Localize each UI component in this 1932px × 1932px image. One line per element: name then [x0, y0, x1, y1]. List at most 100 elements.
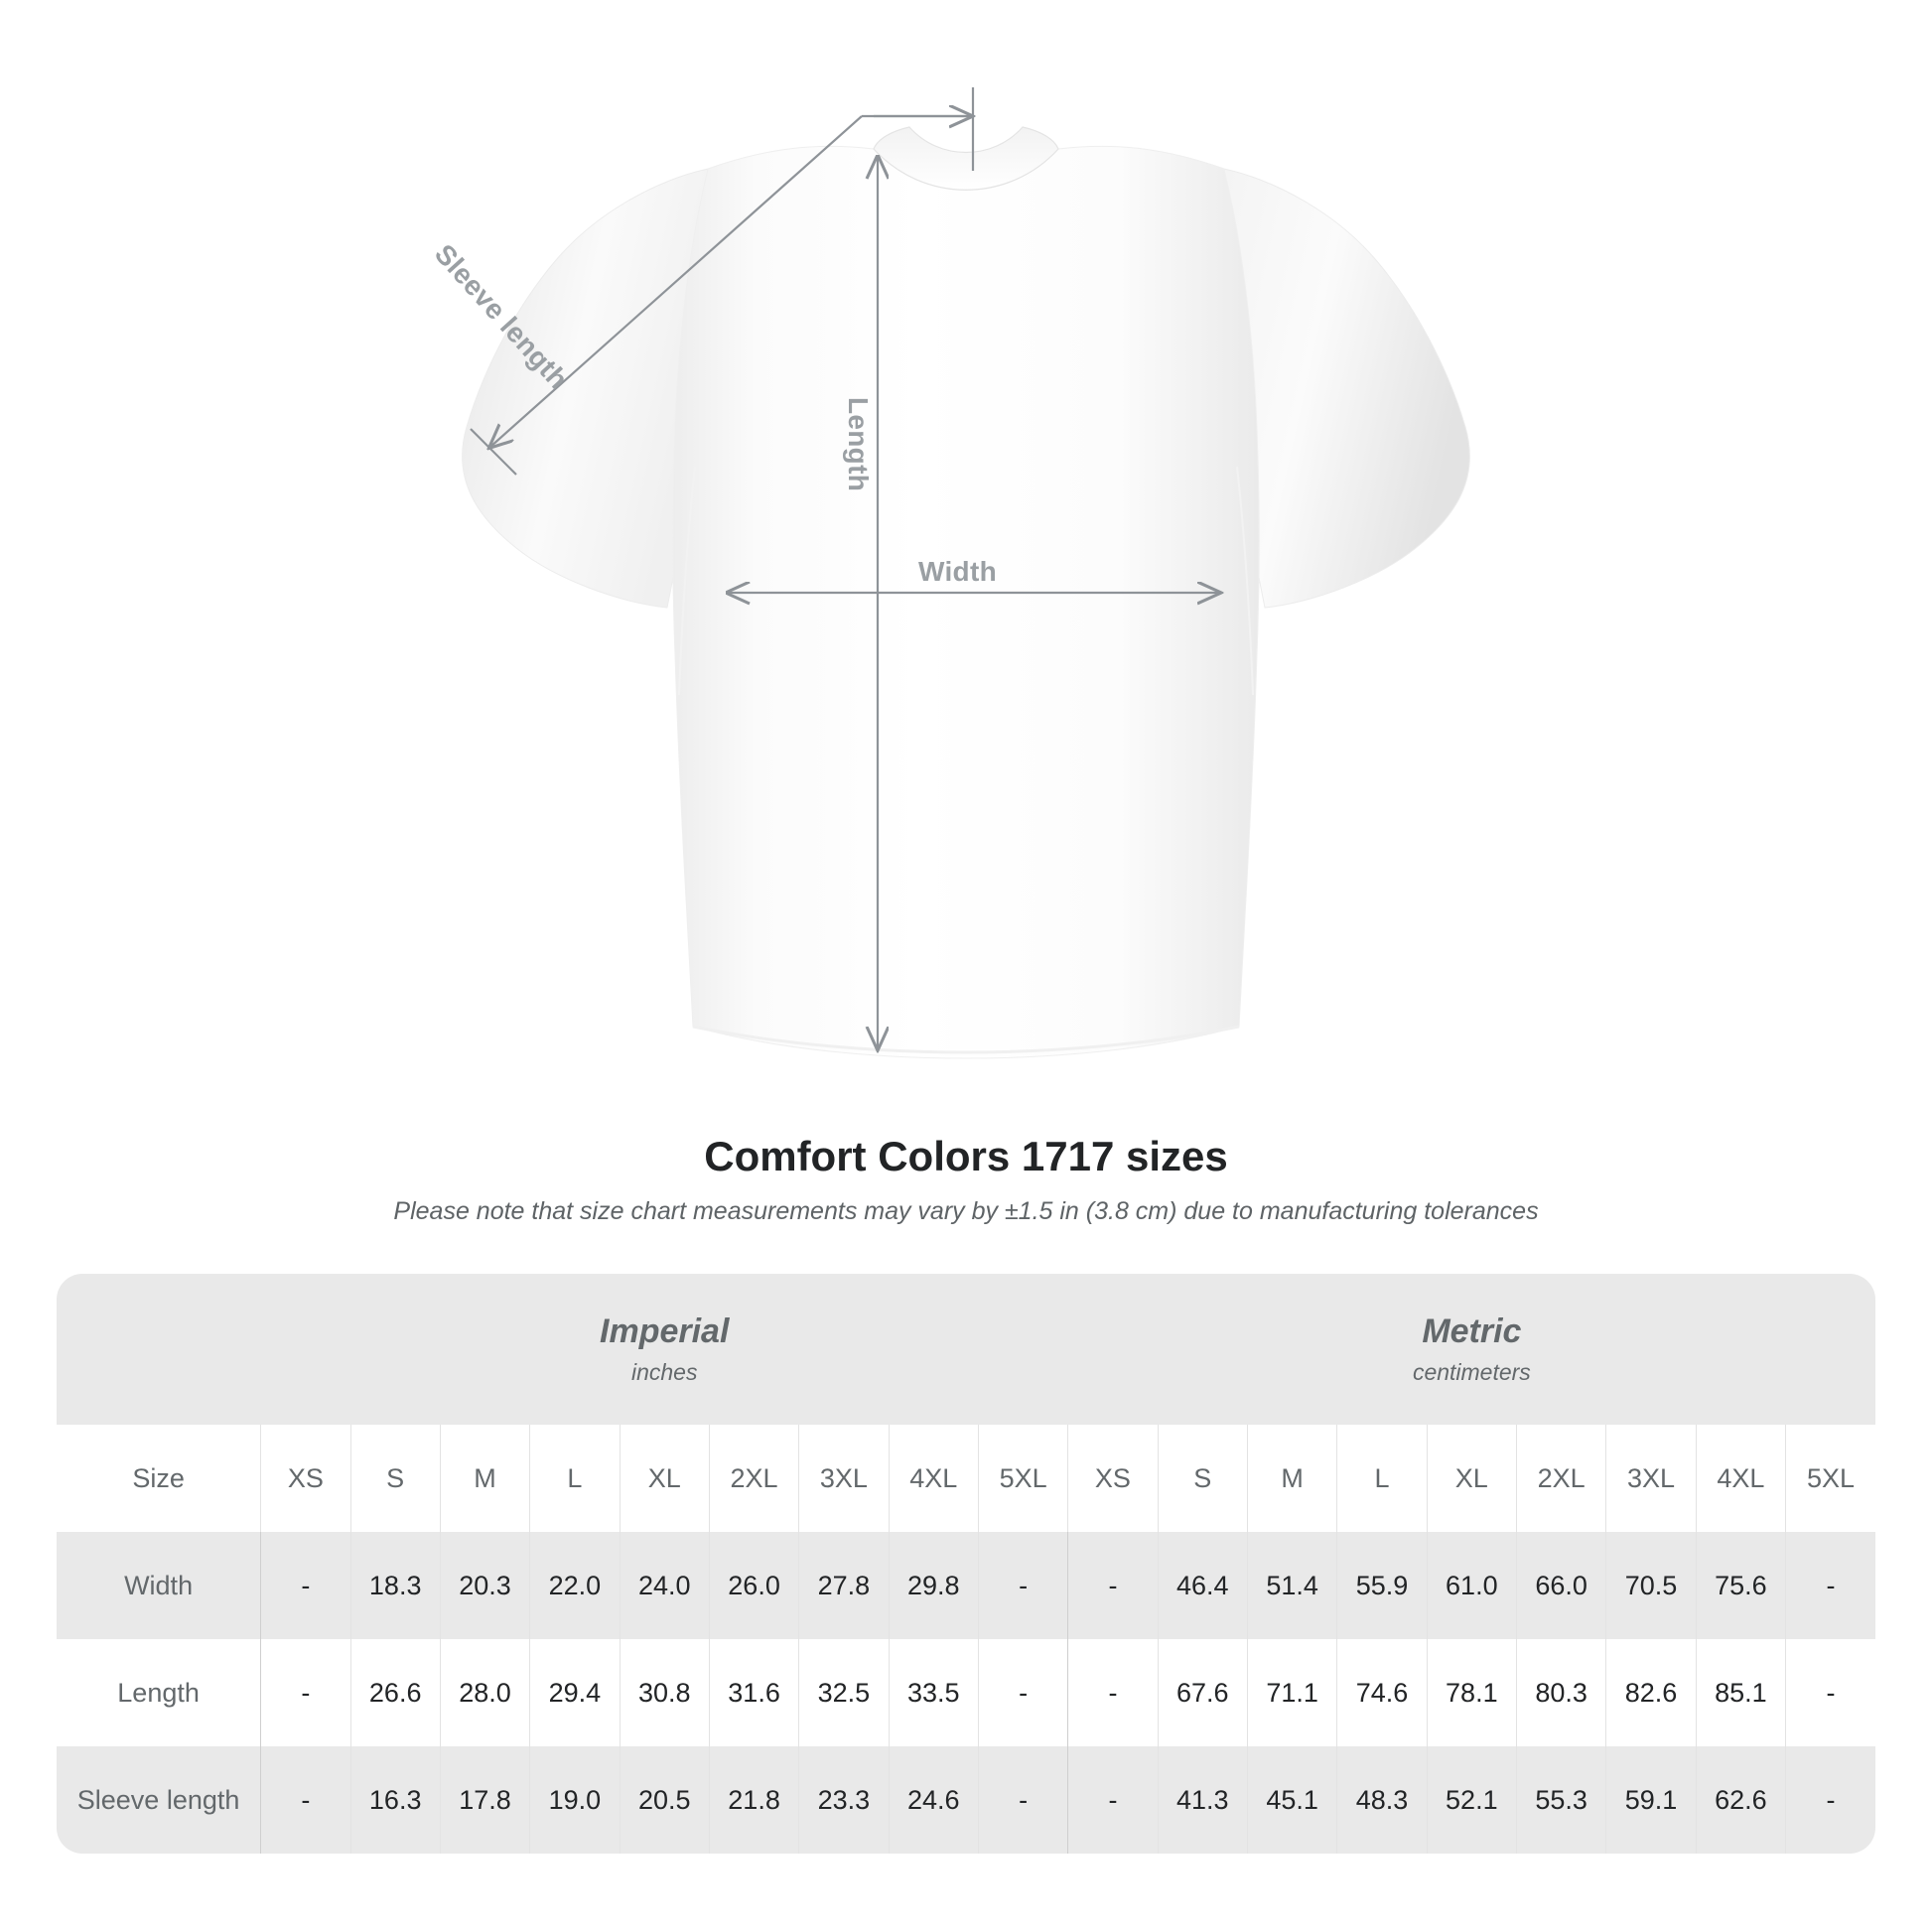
- size-table: Imperial inches Metric centimeters Size …: [57, 1274, 1875, 1854]
- cell-width-metric-xl: 61.0: [1426, 1532, 1517, 1639]
- size-header-row: Size XS S M L XL 2XL 3XL 4XL 5XL XS S M …: [57, 1425, 1875, 1532]
- cell-width-imperial-3xl: 27.8: [798, 1532, 890, 1639]
- cell-sleeve-imperial-m: 17.8: [439, 1746, 530, 1854]
- size-header-metric-4xl: 4XL: [1695, 1425, 1786, 1532]
- cell-width-metric-4xl: 75.6: [1695, 1532, 1786, 1639]
- unit-group-imperial: Imperial inches: [261, 1274, 1068, 1425]
- cell-width-metric-l: 55.9: [1336, 1532, 1428, 1639]
- tshirt-svg: [462, 87, 1470, 1059]
- right-sleeve: [1223, 168, 1470, 609]
- cell-sleeve-imperial-xs: -: [260, 1746, 351, 1854]
- length-label: Length: [843, 397, 874, 492]
- cell-width-imperial-xs: -: [260, 1532, 351, 1639]
- cell-width-imperial-xl: 24.0: [619, 1532, 710, 1639]
- unit-group-row: Imperial inches Metric centimeters: [57, 1274, 1875, 1425]
- size-header-metric-2xl: 2XL: [1515, 1425, 1606, 1532]
- size-header-imperial-5xl: 5XL: [977, 1425, 1068, 1532]
- cell-width-metric-xs: -: [1067, 1532, 1159, 1639]
- cell-length-metric-3xl: 82.6: [1605, 1639, 1697, 1746]
- size-header-imperial-m: M: [439, 1425, 530, 1532]
- page-subtitle: Please note that size chart measurements…: [393, 1197, 1539, 1226]
- cell-length-imperial-4xl: 33.5: [888, 1639, 979, 1746]
- row-label-length: Length: [117, 1677, 200, 1708]
- cell-width-imperial-s: 18.3: [349, 1532, 441, 1639]
- cell-length-imperial-3xl: 32.5: [798, 1639, 890, 1746]
- cell-length-imperial-xl: 30.8: [619, 1639, 710, 1746]
- shirt-body: [672, 145, 1260, 1059]
- cell-sleeve-metric-l: 48.3: [1336, 1746, 1428, 1854]
- cell-length-imperial-l: 29.4: [529, 1639, 621, 1746]
- size-header-metric-m: M: [1246, 1425, 1337, 1532]
- unit-group-metric-sub: centimeters: [1412, 1359, 1531, 1386]
- cell-sleeve-metric-m: 45.1: [1246, 1746, 1337, 1854]
- cell-width-metric-5xl: -: [1785, 1532, 1875, 1639]
- size-header-metric-xl: XL: [1426, 1425, 1517, 1532]
- cell-width-imperial-m: 20.3: [439, 1532, 530, 1639]
- size-header-imperial-xl: XL: [619, 1425, 710, 1532]
- cell-sleeve-imperial-5xl: -: [977, 1746, 1068, 1854]
- cell-width-metric-3xl: 70.5: [1605, 1532, 1697, 1639]
- cell-sleeve-metric-s: 41.3: [1157, 1746, 1248, 1854]
- size-header-metric-l: L: [1336, 1425, 1428, 1532]
- cell-length-imperial-s: 26.6: [349, 1639, 441, 1746]
- size-header-imperial-3xl: 3XL: [798, 1425, 890, 1532]
- cell-length-metric-l: 74.6: [1336, 1639, 1428, 1746]
- collar: [873, 126, 1059, 191]
- cell-length-metric-xl: 78.1: [1426, 1639, 1517, 1746]
- cell-sleeve-metric-xs: -: [1067, 1746, 1159, 1854]
- sleeve-cuff-tick: [470, 428, 517, 476]
- cell-length-metric-2xl: 80.3: [1515, 1639, 1606, 1746]
- row-label-sleeve-length: Sleeve length: [76, 1784, 240, 1815]
- sleeve-leader-diagonal: [490, 115, 863, 447]
- size-header-metric-s: S: [1157, 1425, 1248, 1532]
- cell-length-imperial-m: 28.0: [439, 1639, 530, 1746]
- size-header-imperial-l: L: [529, 1425, 621, 1532]
- cell-sleeve-imperial-s: 16.3: [349, 1746, 441, 1854]
- cell-length-imperial-5xl: -: [977, 1639, 1068, 1746]
- cell-length-metric-5xl: -: [1785, 1639, 1875, 1746]
- size-header-metric-xs: XS: [1067, 1425, 1159, 1532]
- cell-length-metric-s: 67.6: [1157, 1639, 1248, 1746]
- cell-sleeve-metric-4xl: 62.6: [1695, 1746, 1786, 1854]
- cell-width-imperial-4xl: 29.8: [888, 1532, 979, 1639]
- cell-length-imperial-2xl: 31.6: [708, 1639, 799, 1746]
- unit-group-imperial-name: Imperial: [600, 1311, 730, 1350]
- size-header-imperial-2xl: 2XL: [708, 1425, 799, 1532]
- table-row: Sleeve length - 16.3 17.8 19.0 20.5 21.8…: [57, 1746, 1875, 1854]
- size-header-imperial-s: S: [349, 1425, 441, 1532]
- cell-sleeve-metric-xl: 52.1: [1426, 1746, 1517, 1854]
- size-header-metric-3xl: 3XL: [1605, 1425, 1697, 1532]
- heading-block: Comfort Colors 1717 sizes Please note th…: [0, 1132, 1932, 1226]
- dimension-lines: [470, 87, 1219, 1048]
- row-label-width: Width: [124, 1570, 194, 1600]
- cell-sleeve-metric-5xl: -: [1785, 1746, 1875, 1854]
- cell-width-imperial-5xl: -: [977, 1532, 1068, 1639]
- cell-width-metric-2xl: 66.0: [1515, 1532, 1606, 1639]
- cell-width-imperial-l: 22.0: [529, 1532, 621, 1639]
- cell-length-metric-4xl: 85.1: [1695, 1639, 1786, 1746]
- cell-sleeve-imperial-2xl: 21.8: [708, 1746, 799, 1854]
- width-label: Width: [918, 556, 997, 587]
- cell-length-imperial-xs: -: [260, 1639, 351, 1746]
- size-header-metric-5xl: 5XL: [1785, 1425, 1875, 1532]
- size-header-imperial-xs: XS: [260, 1425, 351, 1532]
- unit-group-imperial-sub: inches: [630, 1359, 698, 1386]
- unit-spacer: [57, 1274, 261, 1425]
- size-table-container: Imperial inches Metric centimeters Size …: [57, 1274, 1875, 1854]
- cell-sleeve-imperial-xl: 20.5: [619, 1746, 710, 1854]
- cell-width-metric-m: 51.4: [1246, 1532, 1337, 1639]
- unit-group-metric: Metric centimeters: [1068, 1274, 1875, 1425]
- table-row: Width - 18.3 20.3 22.0 24.0 26.0 27.8 29…: [57, 1532, 1875, 1639]
- cell-length-metric-xs: -: [1067, 1639, 1159, 1746]
- cell-width-metric-s: 46.4: [1157, 1532, 1248, 1639]
- cell-sleeve-imperial-l: 19.0: [529, 1746, 621, 1854]
- cell-width-imperial-2xl: 26.0: [708, 1532, 799, 1639]
- cell-sleeve-imperial-3xl: 23.3: [798, 1746, 890, 1854]
- size-row-label: Size: [132, 1462, 185, 1493]
- unit-group-metric-name: Metric: [1422, 1311, 1522, 1350]
- cell-length-metric-m: 71.1: [1246, 1639, 1337, 1746]
- left-sleeve: [462, 168, 709, 609]
- table-row: Length - 26.6 28.0 29.4 30.8 31.6 32.5 3…: [57, 1639, 1875, 1746]
- tshirt-illustration: Sleeve length Length Width: [428, 87, 1470, 1059]
